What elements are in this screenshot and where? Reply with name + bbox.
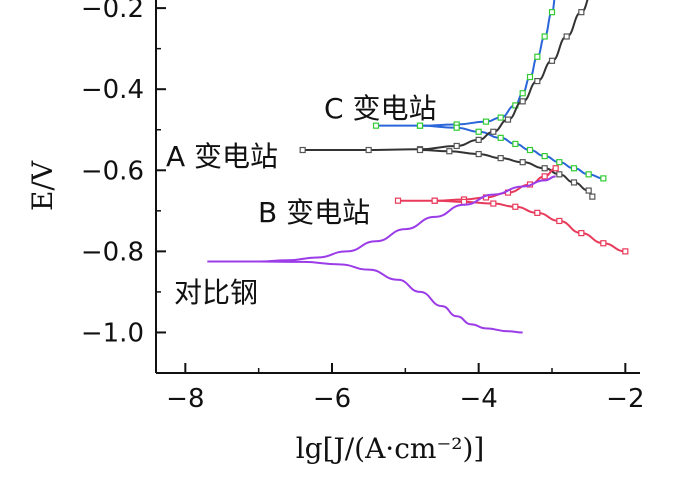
data-point	[504, 116, 512, 123]
data-point	[475, 150, 482, 158]
data-point	[372, 122, 380, 129]
data-point	[416, 122, 424, 129]
data-point	[534, 53, 541, 60]
y-tick-label: −1.0	[81, 318, 144, 348]
data-point	[534, 209, 541, 216]
data-point	[519, 98, 526, 105]
data-point	[365, 146, 372, 154]
data-point	[446, 148, 453, 155]
data-point	[534, 77, 541, 85]
data-point	[519, 90, 526, 97]
curve-label: 对比钢	[174, 276, 258, 309]
curve-layer	[207, 0, 629, 334]
data-point	[526, 146, 534, 154]
data-point	[600, 175, 607, 182]
data-point	[585, 171, 592, 178]
data-point	[578, 230, 585, 237]
data-point	[548, 9, 556, 16]
y-tick-label: −0.2	[81, 0, 144, 24]
series-line	[207, 175, 556, 263]
curve-label: C 变电站	[324, 92, 436, 125]
data-point	[589, 193, 596, 200]
curve-label: A 变电站	[166, 140, 278, 173]
series-line	[258, 260, 523, 334]
data-point	[585, 187, 592, 194]
data-point	[600, 240, 607, 247]
data-point	[570, 165, 578, 172]
y-tick-label: −0.6	[81, 156, 144, 186]
data-point	[497, 134, 504, 141]
series-line	[434, 199, 626, 253]
x-tick-label: −8	[166, 384, 204, 414]
x-tick-label: −2	[606, 384, 644, 414]
data-point	[541, 173, 548, 180]
y-axis-title: E/V	[26, 160, 59, 211]
data-point	[460, 198, 468, 206]
series-line	[419, 149, 593, 198]
data-point	[548, 57, 556, 64]
y-tick-label: −0.8	[81, 237, 144, 267]
data-point	[570, 179, 578, 186]
data-point	[299, 146, 306, 154]
data-point	[453, 142, 460, 150]
data-point	[556, 217, 563, 225]
curve-label: B 变电站	[258, 196, 370, 229]
data-point	[394, 197, 402, 204]
data-point	[490, 200, 497, 207]
data-point	[541, 33, 548, 40]
data-point	[556, 171, 563, 178]
axes	[155, 0, 640, 374]
data-point	[622, 248, 629, 255]
data-point	[526, 73, 534, 81]
x-tick-label: −4	[460, 384, 498, 414]
data-point	[475, 128, 482, 135]
axis-ticks: −0.2 −0.4 −0.6 −0.8 −1.0 −8 −6 −4 −2	[81, 0, 645, 414]
x-tick-label: −6	[313, 384, 351, 414]
series-group	[299, 0, 596, 200]
data-point	[453, 124, 460, 131]
series-group	[394, 165, 629, 255]
data-point	[431, 197, 438, 204]
data-point	[541, 152, 548, 160]
data-point	[497, 114, 504, 121]
data-point	[563, 33, 570, 40]
data-point	[519, 159, 526, 166]
data-point	[512, 140, 519, 148]
data-point	[490, 128, 497, 135]
data-point	[475, 136, 482, 143]
data-point	[482, 118, 490, 125]
series-group	[207, 175, 556, 334]
data-point	[556, 159, 563, 166]
series-group	[372, 0, 607, 182]
y-tick-label: −0.4	[81, 75, 144, 105]
data-point	[512, 203, 519, 210]
data-point	[552, 165, 559, 172]
data-point	[497, 155, 504, 162]
data-point	[541, 165, 548, 172]
data-point	[416, 146, 424, 154]
x-axis-title: lg[J/(A·cm⁻²)]	[296, 432, 485, 465]
data-point	[578, 9, 585, 16]
